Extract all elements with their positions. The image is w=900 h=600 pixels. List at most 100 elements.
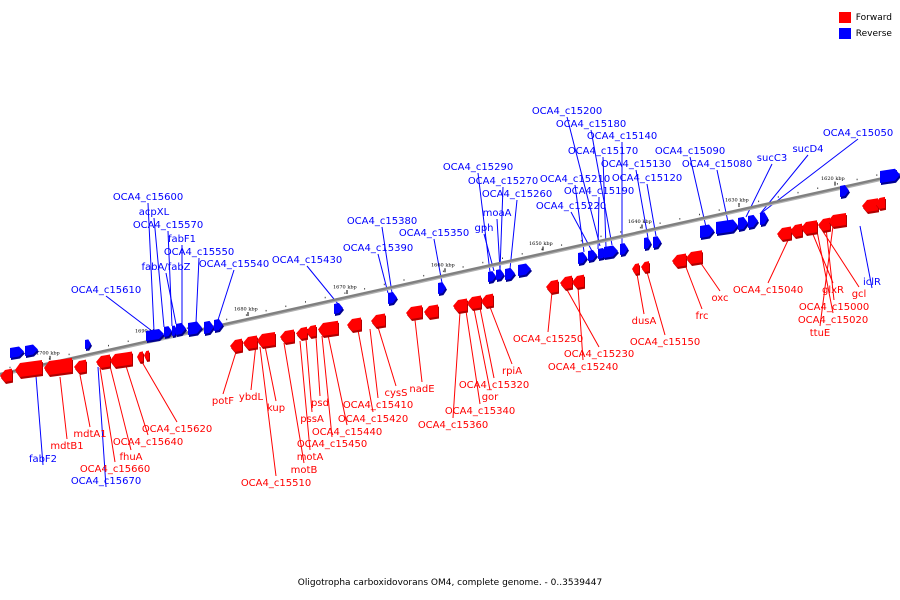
gene-label-oca4-c15390: OCA4_c15390 <box>343 243 413 254</box>
forward-gene-arrow <box>424 304 438 318</box>
forward-leader-line <box>250 343 257 391</box>
backbone-line <box>0 173 900 376</box>
forward-gene-arrow <box>560 275 572 289</box>
reverse-gene-arrow <box>505 267 515 280</box>
reverse-gene-arrow <box>488 271 496 282</box>
legend-forward: Forward <box>838 10 892 25</box>
gene-label-oca4-c15620: OCA4_c15620 <box>142 424 212 435</box>
forward-gene-arrow <box>296 326 307 339</box>
scale-tick-label: 1630 kbp <box>725 197 749 203</box>
gene-label-oca4-c15450: OCA4_c15450 <box>297 439 367 450</box>
forward-leader-line <box>825 227 835 301</box>
forward-leader-line <box>636 273 645 315</box>
forward-leader-line <box>259 346 277 477</box>
reverse-leader-line <box>381 226 393 294</box>
reverse-gene-arrow <box>214 319 223 331</box>
forward-leader-line <box>479 307 495 379</box>
gene-label-oca4-c15350: OCA4_c15350 <box>399 228 469 239</box>
forward-leader-line <box>59 376 68 440</box>
gene-label-gor: gor <box>482 392 499 403</box>
forward-gene-arrow <box>686 250 702 264</box>
reverse-gene-arrow <box>748 214 758 228</box>
reverse-gene-arrow <box>738 216 748 230</box>
gene-label-fhua: fhuA <box>119 452 142 463</box>
gene-label-oca4-c15360: OCA4_c15360 <box>418 420 488 431</box>
legend-forward-label: Forward <box>855 12 892 23</box>
gene-label-oxc: oxc <box>711 293 728 304</box>
forward-leader-line <box>299 340 311 451</box>
forward-gene-arrow <box>137 351 143 362</box>
gene-label-oca4-c15220: OCA4_c15220 <box>536 201 606 212</box>
forward-leader-line <box>357 329 374 413</box>
forward-leader-line <box>283 342 305 464</box>
forward-gene-arrow <box>96 354 110 368</box>
reverse-leader-line <box>477 172 491 273</box>
reverse-gene-arrow <box>176 322 186 335</box>
forward-leader-line <box>79 374 91 428</box>
forward-gene-arrow <box>672 253 686 267</box>
gene-label-dusa: dusA <box>632 316 657 327</box>
scale-tick-label: 1680 kbp <box>234 306 258 312</box>
gene-label-oca4-c15600: OCA4_c15600 <box>113 192 183 203</box>
reverse-leader-line <box>859 225 873 289</box>
forward-gene-arrow <box>257 332 275 347</box>
reverse-leader-line <box>574 184 585 253</box>
forward-leader-line <box>369 328 379 399</box>
gene-label-oca4-c15260: OCA4_c15260 <box>482 189 552 200</box>
forward-leader-line <box>264 345 277 402</box>
reverse-leader-line <box>602 156 607 249</box>
reverse-gene-arrow <box>518 263 531 276</box>
reverse-gene-arrow <box>10 346 24 358</box>
gene-label-kup: kup <box>267 403 285 414</box>
forward-leader-line <box>327 334 348 426</box>
scale-tick-label: 1640 kbp <box>628 219 652 225</box>
gene-label-moaa: moaA <box>483 208 512 219</box>
gene-label-oca4-c15290: OCA4_c15290 <box>443 162 513 173</box>
forward-leader-line <box>141 361 178 423</box>
scale-tick-label: 1650 kbp <box>529 241 553 247</box>
gene-label-oca4-c15050: OCA4_c15050 <box>823 128 893 139</box>
reverse-gene-arrow <box>760 212 768 225</box>
forward-leader-line <box>414 319 423 383</box>
forward-gene-arrow <box>0 368 12 382</box>
forward-gene-arrow <box>144 350 149 360</box>
forward-leader-line <box>321 335 333 438</box>
gene-label-mdta1: mdtA1 <box>73 429 106 440</box>
scale-tick-label: 1620 kbp <box>821 176 845 182</box>
gene-label-oca4-c15430: OCA4_c15430 <box>272 255 342 266</box>
reverse-leader-line <box>499 186 504 271</box>
gene-label-oca4-c15130: OCA4_c15130 <box>601 159 671 170</box>
gene-label-oca4-c15440: OCA4_c15440 <box>312 427 382 438</box>
reverse-leader-line <box>195 257 200 324</box>
gene-label-oca4-c15080: OCA4_c15080 <box>682 159 752 170</box>
reverse-gene-arrow <box>204 320 214 334</box>
forward-gene-arrow <box>632 263 639 274</box>
forward-leader-line <box>305 338 313 413</box>
gene-label-fabf1: fabF1 <box>168 234 196 245</box>
gene-label-oca4-c15190: OCA4_c15190 <box>564 186 634 197</box>
gene-label-oca4-c15000: OCA4_c15000 <box>799 302 869 313</box>
reverse-gene-arrow <box>85 339 91 349</box>
reverse-leader-line <box>566 116 601 247</box>
reverse-gene-arrow <box>388 292 397 304</box>
gene-label-oca4-c15320: OCA4_c15320 <box>459 380 529 391</box>
forward-gene-arrow <box>230 338 242 352</box>
forward-leader-line <box>547 291 553 333</box>
gene-label-acpxl: acpXL <box>139 207 170 218</box>
forward-leader-line <box>465 310 481 405</box>
gene-label-mdtb1: mdtB1 <box>50 441 83 452</box>
gene-label-oca4-c15420: OCA4_c15420 <box>338 414 408 425</box>
forward-gene-arrow <box>467 295 481 309</box>
gene-label-iclr: iclR <box>863 277 881 288</box>
forward-leader-line <box>109 365 132 451</box>
reverse-leader-line <box>105 295 153 332</box>
forward-leader-line <box>452 311 461 419</box>
forward-leader-line <box>683 261 703 310</box>
forward-gene-arrow <box>546 279 558 293</box>
reverse-leader-line <box>165 272 177 325</box>
gene-label-oca4-c15250: OCA4_c15250 <box>513 334 583 345</box>
gene-label-pssa: pssA <box>300 414 324 425</box>
gene-label-oca4-c15550: OCA4_c15550 <box>164 247 234 258</box>
reverse-gene-arrow <box>438 282 446 294</box>
